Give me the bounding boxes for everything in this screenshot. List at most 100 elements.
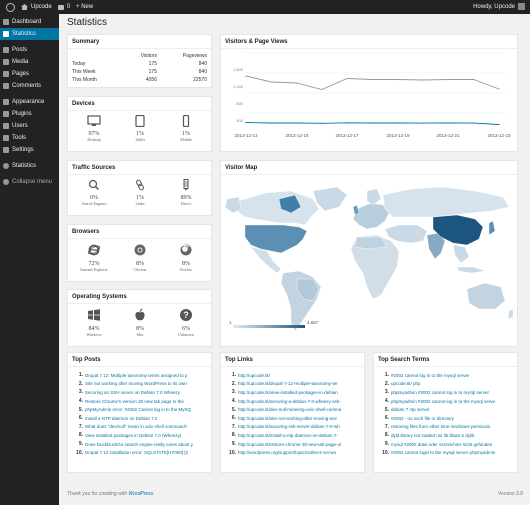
menu-media[interactable]: Media	[0, 56, 59, 68]
devices-panel: Devices 97% Desktop 1% Tablet 1% Mobile	[67, 96, 212, 152]
menu-dashboard[interactable]: Dashboard	[0, 16, 59, 28]
data-point[interactable]	[397, 122, 399, 124]
menu-comments[interactable]: Comments	[0, 80, 59, 92]
data-point[interactable]	[473, 122, 475, 124]
referrer-link[interactable]: http://upcode.tk/install-a-ntp-daemon-on…	[238, 432, 339, 438]
menu-label: Tools	[12, 135, 27, 141]
x-tick-label: 2013-12-23	[487, 133, 511, 138]
data-point[interactable]	[321, 88, 323, 91]
data-point[interactable]	[296, 122, 298, 124]
account-menu[interactable]: Howdy, Upcode	[473, 3, 525, 10]
data-point[interactable]	[245, 121, 247, 124]
map-region-usa	[244, 224, 308, 254]
search-term-link[interactable]: #2002 - no such file or directory	[391, 415, 455, 421]
data-point[interactable]	[447, 122, 449, 124]
post-link[interactable]: phpMyAdmin error: #2002 Cannot log in to…	[85, 407, 192, 413]
wordpress-link[interactable]: WordPress	[128, 491, 154, 497]
referrer-link[interactable]: http://upcode.tk/securing-ssh-server-deb…	[238, 424, 340, 430]
referrer-link[interactable]: http://upcode.tk/dev-null-meaning-unix-s…	[238, 407, 342, 413]
referrer-link[interactable]: http://upcode.tk/view-installed-packages…	[238, 389, 338, 395]
search-term-link[interactable]: phpmyadmin #2002 cannot log in to the my…	[391, 398, 496, 404]
menu-label: Settings	[12, 147, 34, 153]
pageviews-value: 22570	[193, 77, 207, 83]
data-point[interactable]	[473, 78, 475, 81]
data-point[interactable]	[498, 88, 500, 90]
list-item: 5. phpMyAdmin error: #2002 Cannot log in …	[78, 406, 192, 413]
post-link[interactable]: Install a NTP daemon on Debian 7.0	[85, 415, 158, 421]
referrer-link[interactable]: http://wordpress.org/support/topic/redir…	[238, 450, 337, 456]
data-point[interactable]	[346, 122, 348, 124]
menu-appearance[interactable]: Appearance	[0, 96, 59, 108]
data-point[interactable]	[397, 78, 399, 81]
menu-statistics-plugin[interactable]: Statistics	[0, 160, 59, 172]
data-point[interactable]	[371, 78, 374, 81]
referrer-link[interactable]: http://upcode.tk/site-not-working-after-…	[238, 415, 338, 421]
top-posts-panel: Top Posts 1. Drupal 7.12: Multiple taxono…	[67, 352, 212, 473]
post-link[interactable]: Drupal 7.12: Multiple taxonomy terms ass…	[85, 372, 188, 378]
referrer-link[interactable]: http://upcode.tk/restore-chrome-30-new-t…	[238, 441, 342, 447]
comments-count: 0	[66, 4, 71, 10]
search-term-link[interactable]: debian 7 ntp server	[391, 407, 430, 413]
search-term-link[interactable]: dyld library not loaded usr lib libqt4 5…	[391, 432, 475, 438]
referrer-link[interactable]: http://upcode.tk/	[238, 372, 271, 378]
post-link[interactable]: What does "dev/null" mean in unix shell …	[85, 424, 188, 430]
series-line-gray	[245, 75, 500, 90]
referrer-link[interactable]: http://upcode.tk/securing-a-debian-7-0-w…	[238, 398, 341, 404]
post-link[interactable]: Drupal 7.12 installation error: SQLSTATE…	[85, 450, 189, 456]
stat-label: Unknown	[178, 332, 194, 337]
data-point[interactable]	[447, 78, 449, 81]
data-point[interactable]	[422, 79, 424, 81]
referrer-link[interactable]: http://upcode.tk/drupal-7-12-multiple-ta…	[238, 381, 338, 387]
pageviews-value: 840	[198, 69, 207, 75]
post-link[interactable]: View installed packages in Debian 7.0 (W…	[85, 432, 182, 438]
data-point[interactable]	[346, 77, 348, 80]
search-term-link[interactable]: phpmyadmin #2002 cannot log in to mysql …	[391, 389, 490, 395]
data-point[interactable]	[270, 81, 272, 83]
site-name-menu[interactable]: Upcode	[21, 4, 52, 10]
menu-plugins[interactable]: Plugins	[0, 108, 59, 120]
comments-menu[interactable]: 0	[57, 4, 71, 10]
menu-users[interactable]: Users	[0, 120, 59, 132]
data-point[interactable]	[296, 82, 298, 84]
footer-thanks: Thank you for creating with WordPress.	[67, 491, 155, 497]
post-link[interactable]: Restore Chrome's version 30 new tab page…	[85, 398, 184, 404]
menu-pages[interactable]: Pages	[0, 68, 59, 80]
apple-icon	[135, 308, 145, 321]
list-item: 7. What does "dev/null" mean in unix shel…	[78, 423, 188, 430]
search-term-link[interactable]: upcode.tk/ php	[391, 381, 421, 387]
menu-settings[interactable]: Settings	[0, 144, 59, 156]
tablet-icon	[135, 114, 145, 128]
post-link[interactable]: Site not working after moving WordPress …	[85, 381, 187, 387]
search-term-link[interactable]: restoring files from other time machines…	[391, 424, 491, 430]
menu-tools[interactable]: Tools	[0, 132, 59, 144]
ie-icon	[87, 244, 101, 256]
data-point[interactable]	[371, 122, 374, 124]
map-region-canada-east	[278, 194, 302, 214]
menu-statistics[interactable]: Statistics	[0, 28, 59, 40]
footer-thanks-prefix: Thank you for creating with	[67, 491, 129, 497]
browser-stat-ie: 72% Internet Explorer	[74, 243, 114, 272]
collapse-icon	[3, 179, 9, 185]
wp-logo-menu[interactable]	[6, 2, 15, 12]
map-region-brazil	[296, 278, 320, 302]
data-point[interactable]	[245, 75, 247, 77]
windows-icon	[88, 309, 100, 321]
brush-icon	[3, 99, 9, 105]
visitors-value: 175	[148, 69, 157, 75]
panel-title: Visitors & Page Views	[221, 35, 517, 49]
menu-posts[interactable]: Posts	[0, 44, 59, 56]
data-point[interactable]	[321, 122, 323, 124]
stat-value: 1%	[136, 131, 144, 137]
post-link[interactable]: Does DuckDuckGo search engine really car…	[85, 441, 194, 447]
data-point[interactable]	[270, 122, 272, 124]
new-content-menu[interactable]: + New	[76, 4, 93, 10]
data-point[interactable]	[498, 123, 500, 126]
search-term-link[interactable]: mysql #2002 datei oder verzeichnis nicht…	[391, 441, 493, 447]
post-link[interactable]: Securing an SSH server on Debian 7.0 Whe…	[85, 389, 181, 395]
data-point[interactable]	[422, 122, 424, 124]
search-term-link[interactable]: #2002 cannot login to the mysql server p…	[391, 450, 496, 456]
search-term-link[interactable]: #2002 cannot log in to the mysql server	[391, 372, 470, 378]
header-pageviews: Pageviews	[182, 53, 207, 59]
collapse-menu-button[interactable]: Collapse menu	[0, 176, 59, 188]
dashboard-icon	[3, 19, 9, 25]
